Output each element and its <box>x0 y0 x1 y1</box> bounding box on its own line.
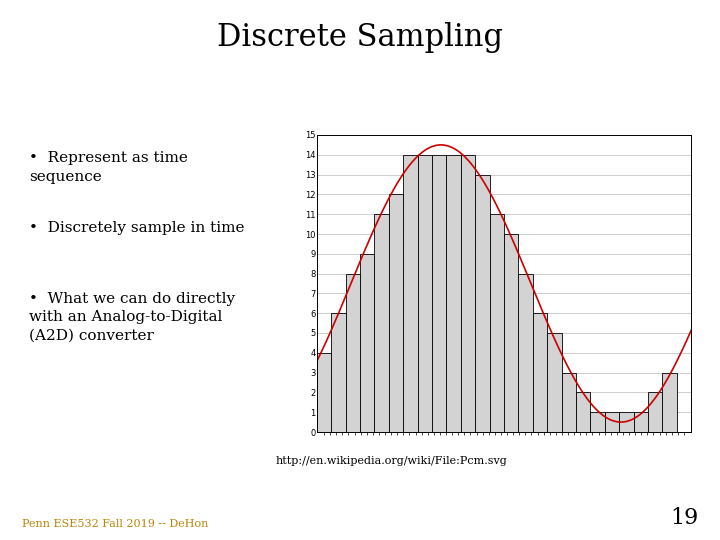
Bar <box>619 412 634 432</box>
Bar <box>576 393 590 432</box>
Bar <box>648 393 662 432</box>
Bar <box>634 412 648 432</box>
Bar <box>418 155 432 432</box>
Bar <box>562 373 576 432</box>
Bar <box>461 155 475 432</box>
Bar <box>490 214 504 432</box>
Bar <box>331 313 346 432</box>
Bar <box>446 155 461 432</box>
Bar <box>605 412 619 432</box>
Bar <box>389 194 403 432</box>
Bar <box>346 274 360 432</box>
Bar <box>475 174 490 432</box>
Bar <box>662 373 677 432</box>
Text: Penn ESE532 Fall 2019 -- DeHon: Penn ESE532 Fall 2019 -- DeHon <box>22 519 208 529</box>
Bar <box>518 274 533 432</box>
Bar <box>533 313 547 432</box>
Bar <box>590 412 605 432</box>
Text: 19: 19 <box>670 507 698 529</box>
Text: Discrete Sampling: Discrete Sampling <box>217 22 503 52</box>
Text: •  What we can do directly
with an Analog-to-Digital
(A2D) converter: • What we can do directly with an Analog… <box>29 292 235 342</box>
Text: •  Represent as time
sequence: • Represent as time sequence <box>29 151 188 184</box>
Bar <box>432 155 446 432</box>
Bar <box>403 155 418 432</box>
Bar <box>317 353 331 432</box>
Bar <box>547 333 562 432</box>
Text: •  Discretely sample in time: • Discretely sample in time <box>29 221 244 235</box>
Bar <box>374 214 389 432</box>
Text: http://en.wikipedia.org/wiki/File:Pcm.svg: http://en.wikipedia.org/wiki/File:Pcm.sv… <box>276 456 508 467</box>
Bar <box>504 234 518 432</box>
Bar <box>360 254 374 432</box>
